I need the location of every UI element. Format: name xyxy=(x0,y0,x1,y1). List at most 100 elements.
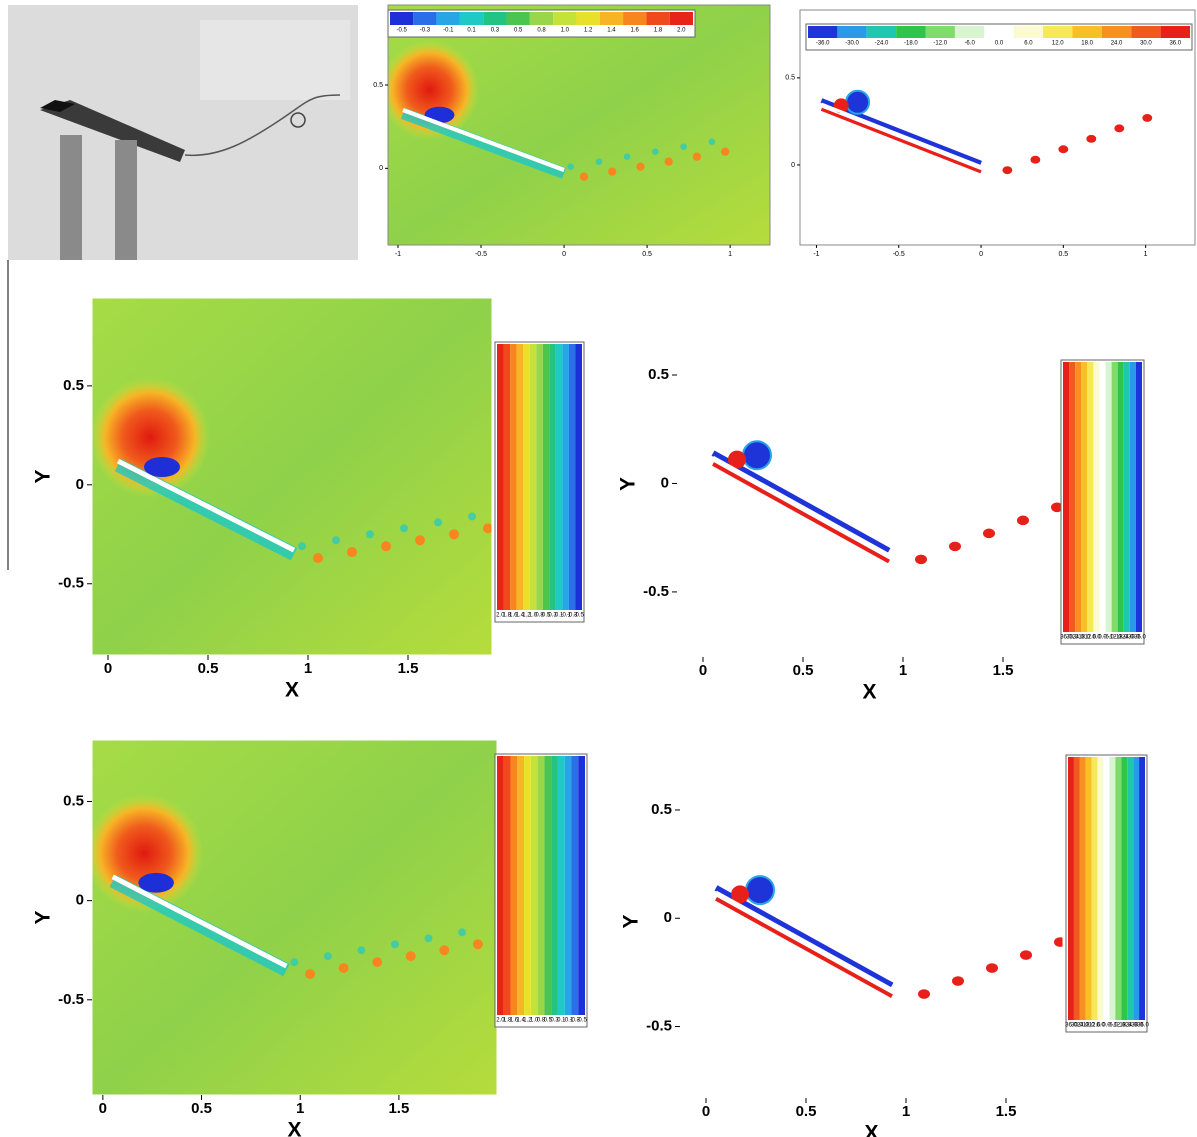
colorbar-label: 6.0 xyxy=(1092,635,1101,641)
y-axis-label: Y xyxy=(32,469,55,483)
field xyxy=(92,298,492,655)
x-tick-label: -0.5 xyxy=(475,251,487,258)
field-background xyxy=(680,745,1063,1098)
separation-bubble xyxy=(144,457,180,478)
colorbar-band xyxy=(1105,362,1112,632)
colorbar-label: 1.4 xyxy=(517,1018,526,1024)
y-tick-label: -0.5 xyxy=(58,991,84,1008)
field-background xyxy=(677,311,1062,657)
plate xyxy=(712,455,890,557)
colorbar-band xyxy=(523,344,530,610)
field xyxy=(677,311,1062,657)
colorbar-band xyxy=(1129,362,1136,632)
colorbar-band xyxy=(459,12,484,25)
colorbar-label: -0.3 xyxy=(567,613,578,619)
colorbar-band xyxy=(576,12,600,25)
x-tick-label: 0.5 xyxy=(191,1100,212,1117)
colorbar-label: 0.1 xyxy=(557,1018,566,1024)
colorbar-band xyxy=(571,756,579,1015)
colorbar-label: 0.8 xyxy=(537,28,546,34)
wake-vortex xyxy=(952,976,964,986)
colorbar-band xyxy=(549,344,556,610)
colorbar-band xyxy=(544,756,552,1015)
y-tick-label: 0 xyxy=(379,165,383,172)
colorbar-band xyxy=(537,756,545,1015)
colorbar-label: 1.2 xyxy=(522,613,531,619)
colorbar-label: 30.0 xyxy=(1066,635,1078,641)
x-tick-label: 0.5 xyxy=(796,1103,817,1120)
colorbar-band xyxy=(568,344,576,610)
colorbar-label: 0.1 xyxy=(467,28,476,34)
wake-vortex xyxy=(595,158,603,165)
y-tick-label: 0 xyxy=(76,892,84,909)
wake-vortex xyxy=(1051,502,1062,513)
colorbar-label: 1.4 xyxy=(516,613,525,619)
colorbar-label: -30.0 xyxy=(1129,1023,1143,1029)
x-tick-label: 0 xyxy=(979,251,983,258)
colorbar-band xyxy=(555,344,563,610)
colorbar-label: 0.3 xyxy=(491,28,500,34)
colorbar-band xyxy=(1075,362,1082,632)
colorbar-band xyxy=(516,344,524,610)
x-tick-label: -1 xyxy=(813,251,819,258)
photo-vortex xyxy=(290,112,306,128)
shear-layer xyxy=(400,107,567,179)
wake-vortex xyxy=(472,939,483,950)
wake-vortex xyxy=(636,162,645,171)
y-tick-label: -0.5 xyxy=(58,575,84,592)
colorbar-label: 24.0 xyxy=(1111,41,1123,47)
x-tick-label: 0 xyxy=(699,662,707,679)
colorbar-band xyxy=(1117,362,1124,632)
colorbar-label: -0.5 xyxy=(576,1018,587,1024)
colorbar-band xyxy=(1069,362,1076,632)
colorbar-band xyxy=(837,26,867,38)
photo-wake xyxy=(184,94,341,157)
colorbar-band xyxy=(564,756,572,1015)
separation-bubble xyxy=(138,872,174,893)
shear-layer xyxy=(712,462,890,564)
wake-vortex xyxy=(623,153,631,160)
colorbar-band xyxy=(646,12,670,25)
wake-vortex xyxy=(290,958,299,967)
colorbar-label: -18.0 xyxy=(904,41,918,47)
y-tick-label: -0.5 xyxy=(646,1018,672,1035)
x-tick-label: 0 xyxy=(702,1103,710,1120)
colorbar-label: 30.0 xyxy=(1140,41,1152,47)
colorbar-label: -0.1 xyxy=(443,28,454,34)
colorbar-band xyxy=(984,26,1014,38)
wake-vortex xyxy=(983,528,995,539)
colorbar-band xyxy=(1081,362,1088,632)
wake-vortex xyxy=(313,553,323,564)
colorbar-label: -12.0 xyxy=(933,41,947,47)
colorbar-label: 2.0 xyxy=(496,1018,505,1024)
plot-frame xyxy=(679,744,1064,1099)
colorbar-label: 18.0 xyxy=(1081,41,1093,47)
wake-vortex xyxy=(1086,134,1097,143)
wake-vortex xyxy=(918,989,930,999)
colorbar-band xyxy=(1068,757,1074,1020)
colorbar-label: 24.0 xyxy=(1077,1023,1089,1029)
wake-vortex xyxy=(1054,937,1063,947)
colorbar-band xyxy=(575,344,582,610)
wake-vortex xyxy=(434,518,442,527)
wake-vortex xyxy=(1142,113,1153,122)
y-tick-label: -0.5 xyxy=(643,583,669,600)
y-tick-label: 0 xyxy=(664,909,672,926)
colorbar-band xyxy=(578,756,585,1015)
colorbar-band xyxy=(808,26,838,38)
colorbar-band xyxy=(503,756,511,1015)
colorbar-label: 0.3 xyxy=(550,1018,559,1024)
x-tick-label: 1 xyxy=(296,1100,304,1117)
colorbar-label: -24.0 xyxy=(1123,1023,1137,1029)
colorbar-label: 24.0 xyxy=(1072,635,1084,641)
colorbar-band xyxy=(1103,757,1110,1020)
wake-vortex xyxy=(664,157,673,166)
x-tick-label: 0.5 xyxy=(198,660,219,677)
plate xyxy=(715,890,893,992)
plate xyxy=(116,458,296,553)
colorbar-band xyxy=(1013,26,1044,38)
colorbar-label: 0.3 xyxy=(548,613,557,619)
x-tick-label: 1.5 xyxy=(398,660,419,677)
colorbar-label: 30.0 xyxy=(1071,1023,1083,1029)
